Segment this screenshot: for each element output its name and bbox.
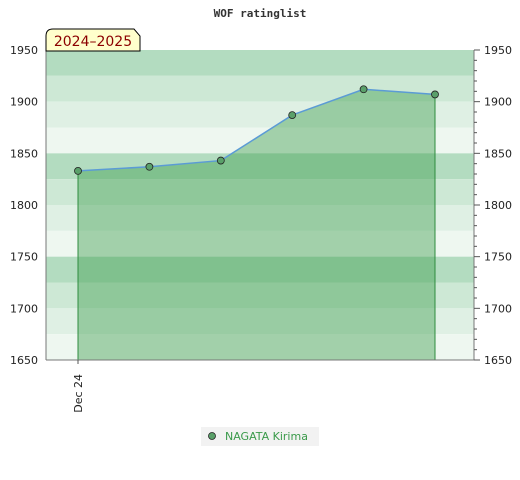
- y-tick-label-right: 1800: [484, 199, 512, 212]
- background-bands: [46, 50, 474, 360]
- series-area: [77, 88, 436, 361]
- background-band: [46, 50, 474, 76]
- y-tick-label-right: 1950: [484, 44, 512, 57]
- x-tick-label: Dec 24: [72, 374, 85, 413]
- data-point: [431, 90, 439, 99]
- axes: 1650 1650 1700 1700 1750 1750 1800 1800 1850 1850…: [10, 44, 512, 413]
- background-band: [46, 153, 474, 180]
- y-tick-label-left: 1700: [10, 302, 38, 315]
- series-markers: [74, 85, 439, 175]
- data-point: [216, 156, 225, 165]
- y-tick-label-right: 1750: [484, 251, 512, 264]
- season-badge-box: [45, 28, 141, 52]
- background-band: [46, 179, 474, 205]
- legend-marker-icon: [208, 432, 216, 440]
- y-tick-label-left: 1800: [10, 199, 38, 212]
- background-band: [46, 127, 474, 154]
- series-area-fill: [78, 89, 435, 361]
- data-point: [359, 85, 368, 94]
- background-band: [46, 205, 474, 231]
- legend[interactable]: NAGATA Kirima: [201, 427, 319, 446]
- legend-label[interactable]: NAGATA Kirima: [225, 430, 308, 443]
- background-band: [46, 334, 474, 360]
- y-tick-label-right: 1650: [484, 354, 512, 367]
- data-point: [74, 166, 82, 175]
- series-line: [77, 88, 436, 172]
- legend-background: [201, 427, 319, 446]
- y-tick-label-right: 1700: [484, 302, 512, 315]
- season-label: 2024–2025: [54, 34, 132, 50]
- background-band: [46, 75, 474, 102]
- y-tick-label-left: 1650: [10, 354, 38, 367]
- y-tick-label-left: 1850: [10, 147, 38, 160]
- y-tick-label-right: 1850: [484, 147, 512, 160]
- background-band: [46, 230, 474, 257]
- y-tick-label-left: 1750: [10, 251, 38, 264]
- background-band: [46, 101, 474, 128]
- background-band: [46, 256, 474, 283]
- y-tick-label-right: 1900: [484, 96, 512, 109]
- background-band: [46, 308, 474, 335]
- season-badge: 2024–2025: [45, 28, 141, 52]
- y-tick-label-left: 1900: [10, 96, 38, 109]
- data-point: [145, 162, 154, 171]
- data-point: [288, 111, 297, 119]
- chart-title: WOF ratinglist: [214, 7, 307, 20]
- background-band: [46, 282, 474, 309]
- y-tick-label-left: 1950: [10, 44, 38, 57]
